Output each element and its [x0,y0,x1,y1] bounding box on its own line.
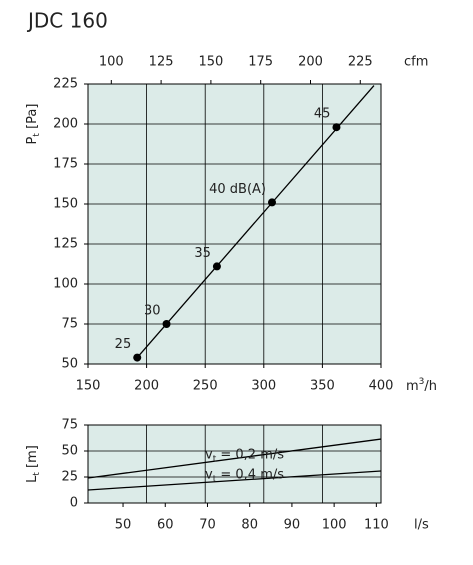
label-part: /h [424,379,437,394]
x-axis-label: l/s [414,518,429,533]
series-label: vt = 0,2 m/s [205,447,284,464]
x-tick-label: 200 [134,379,159,394]
x-tick-label: 300 [251,379,276,394]
y-tick-label: 175 [53,157,78,172]
x-tick-label: 110 [364,518,389,533]
label-part: P [25,136,40,144]
y-tick-label: 75 [61,317,78,332]
line [88,438,381,479]
x-tick-label: 250 [193,379,218,394]
point-label: 40 dB(A) [209,182,266,197]
point-label: 35 [194,246,211,261]
line [136,85,375,359]
label-part: v [205,467,213,482]
axis-label: Lt [m] [25,445,42,483]
plot-area [88,84,381,364]
label-part: = 0,2 m/s [216,447,284,462]
y-tick-label: 100 [53,277,78,292]
label-part: m [406,379,419,394]
x2-tick-label: 150 [198,55,223,70]
y-tick-label: 50 [61,357,78,372]
point [268,198,277,207]
y-tick-label: 25 [61,470,78,485]
x-tick-label: 90 [284,518,301,533]
axis-label: Pt [Pa] [25,104,42,145]
y-tick-label: 75 [61,418,78,433]
y-tick-label: 50 [61,444,78,459]
label-part: 3 [419,377,425,387]
label-part: [Pa] [25,104,40,134]
x-tick-label: 350 [310,379,335,394]
x2-axis-label: cfm [404,55,428,70]
y-tick-label: 150 [53,197,78,212]
x-tick-label: 60 [157,518,174,533]
y-tick-label: 0 [70,496,78,511]
point [162,320,171,328]
label-part: t [213,474,217,484]
label-part: t [32,133,42,137]
x-tick-label: 80 [241,518,258,533]
y-tick-label: 200 [53,117,78,132]
label-part: L [25,475,40,483]
line [88,470,381,491]
axis-label: m3/h [406,377,437,394]
x2-tick-label: 175 [248,55,273,70]
series-label: vt = 0,4 m/s [205,467,284,484]
plot-frame [87,83,382,365]
label-part: t [32,472,42,476]
point [212,262,221,271]
x-tick-label: 150 [76,379,101,394]
x2-tick-label: 225 [348,55,373,70]
plot-frame [87,424,382,504]
x-tick-label: 100 [322,518,347,533]
label-part: v [205,447,213,462]
x2-tick-label: 125 [149,55,174,70]
x-tick-label: 50 [115,518,132,533]
x2-tick-label: 100 [99,55,124,70]
point [332,123,341,132]
label-part: [m] [25,445,40,472]
label-part: t [213,454,217,464]
y-tick-label: 125 [53,237,78,252]
x-tick-label: 70 [199,518,216,533]
x2-tick-label: 200 [298,55,323,70]
point-label: 45 [314,107,331,122]
point [133,353,142,362]
plot-area [88,425,381,503]
label-part: = 0,4 m/s [216,467,284,482]
chart-title: JDC 160 [26,9,108,33]
point-label: 25 [115,337,132,352]
x-tick-label: 400 [369,379,394,394]
point-label: 30 [144,304,161,319]
y-tick-label: 225 [53,77,78,92]
